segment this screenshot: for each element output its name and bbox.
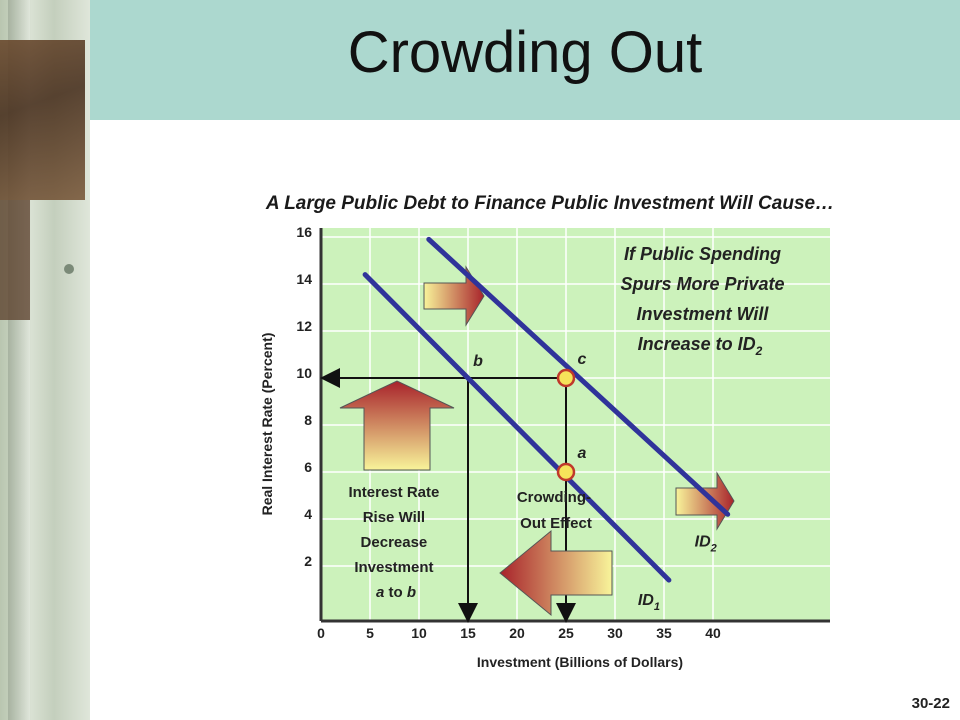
- annotation-shift: If Public Spending Spurs More Private In…: [620, 244, 789, 358]
- x-tick-labels: 0 5 10 15 20 25 30 35 40: [317, 625, 721, 641]
- y-axis-title: Real Interest Rate (Percent): [259, 333, 275, 516]
- y-tick-label: 12: [296, 318, 312, 334]
- slide-title: Crowding Out: [347, 20, 703, 85]
- x-tick-label: 10: [411, 625, 427, 641]
- y-tick-label: 2: [304, 553, 312, 569]
- annotation-crowding-out: Crowding- Out Effect: [517, 489, 595, 532]
- x-tick-label: 15: [460, 625, 476, 641]
- shift-arrow-upper: [423, 265, 485, 327]
- x-axis-title: Investment (Billions of Dollars): [477, 654, 683, 670]
- series-label-id1: ID1: [638, 592, 660, 613]
- y-tick-label: 4: [304, 506, 312, 522]
- chart-subtitle: A Large Public Debt to Finance Public In…: [265, 193, 835, 214]
- point-a-label: a: [578, 445, 587, 462]
- x-tick-label: 25: [558, 625, 574, 641]
- x-tick-label: 30: [607, 625, 623, 641]
- x-tick-label: 0: [317, 625, 325, 641]
- x-tick-label: 35: [656, 625, 672, 641]
- x-tick-label: 20: [509, 625, 525, 641]
- point-b-label: b: [473, 353, 483, 370]
- demand-line-id2: [426, 236, 731, 517]
- crowding-out-arrow: [499, 529, 613, 617]
- y-tick-label: 8: [304, 412, 312, 428]
- side-decoration-dot: [64, 264, 74, 274]
- interest-rate-rise-arrow: [339, 380, 455, 471]
- demand-line-id1: [362, 272, 672, 583]
- y-tick-label: 10: [296, 365, 312, 381]
- point-c-label: c: [578, 351, 587, 368]
- side-decoration-block: [0, 40, 85, 200]
- y-tick-label: 6: [304, 459, 312, 475]
- y-tick-labels: 2 4 6 8 10 12 14 16: [296, 224, 312, 569]
- y-tick-label: 14: [296, 271, 312, 287]
- point-c-marker: [556, 368, 576, 388]
- demand-lines: ID1 ID2: [362, 236, 731, 613]
- x-tick-label: 40: [705, 625, 721, 641]
- side-decoration-block-lower: [0, 200, 30, 320]
- annotation-interest-rate: Interest Rate Rise Will Decrease Investm…: [348, 484, 443, 601]
- point-a-marker: [556, 462, 576, 482]
- series-label-id2: ID2: [695, 533, 717, 554]
- title-band: [90, 0, 960, 120]
- equilibrium-points: b c a: [473, 351, 587, 482]
- slide-number: 30-22: [911, 695, 950, 712]
- y-tick-label: 16: [296, 224, 312, 240]
- x-tick-label: 5: [366, 625, 374, 641]
